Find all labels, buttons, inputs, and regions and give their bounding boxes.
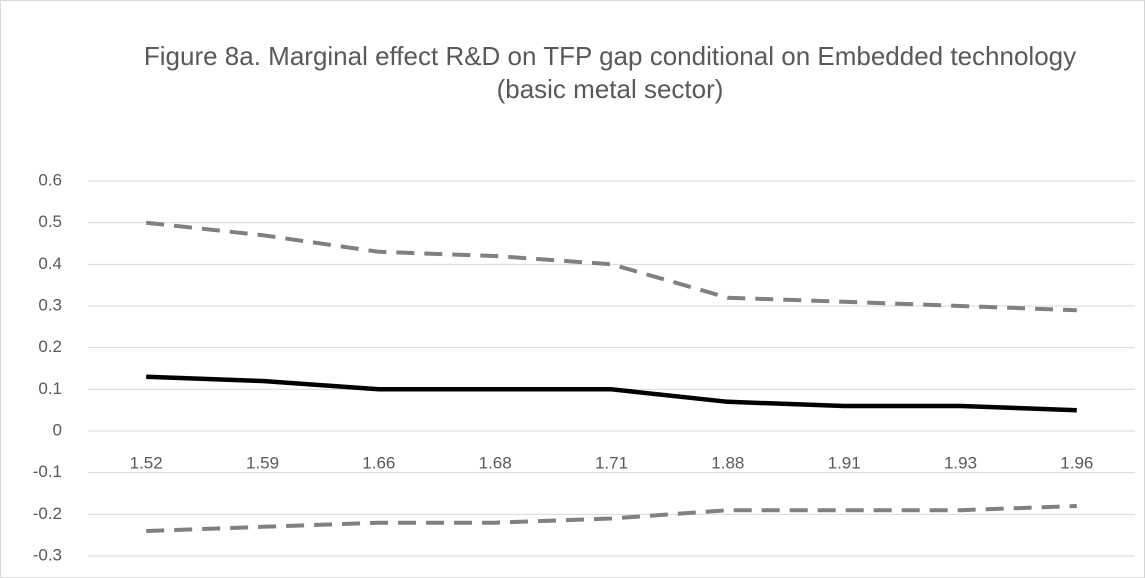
y-tick-label: -0.1	[33, 462, 62, 481]
line-series	[145, 220, 1077, 313]
x-tick-label: 1.52	[130, 453, 163, 472]
y-tick-label: 0.3	[38, 295, 62, 314]
line-series	[146, 374, 1077, 413]
y-tick-label: 0.5	[38, 212, 62, 231]
chart-subtitle: (basic metal sector)	[496, 74, 724, 104]
y-tick-label: 0.2	[38, 337, 62, 356]
y-tick-label: 0.1	[38, 379, 62, 398]
y-tick-label: -0.3	[33, 545, 62, 564]
y-tick-label: 0	[53, 420, 62, 439]
line-series	[146, 504, 1077, 533]
y-tick-label: -0.2	[33, 504, 62, 523]
x-tick-label: 1.91	[828, 453, 861, 472]
y-tick-label: 0.4	[38, 254, 62, 273]
x-tick-label: 1.66	[362, 453, 395, 472]
x-tick-label: 1.96	[1060, 453, 1093, 472]
x-tick-label: 1.93	[944, 453, 977, 472]
title-block: Figure 8a. Marginal effect R&D on TFP ga…	[130, 40, 1090, 106]
y-tick-label: 0.6	[38, 170, 62, 189]
chart-title: Figure 8a. Marginal effect R&D on TFP ga…	[143, 41, 1077, 71]
x-tick-label: 1.71	[595, 453, 628, 472]
x-tick-label: 1.88	[711, 453, 744, 472]
x-tick-label: 1.59	[246, 453, 279, 472]
x-tick-label: 1.68	[479, 453, 512, 472]
